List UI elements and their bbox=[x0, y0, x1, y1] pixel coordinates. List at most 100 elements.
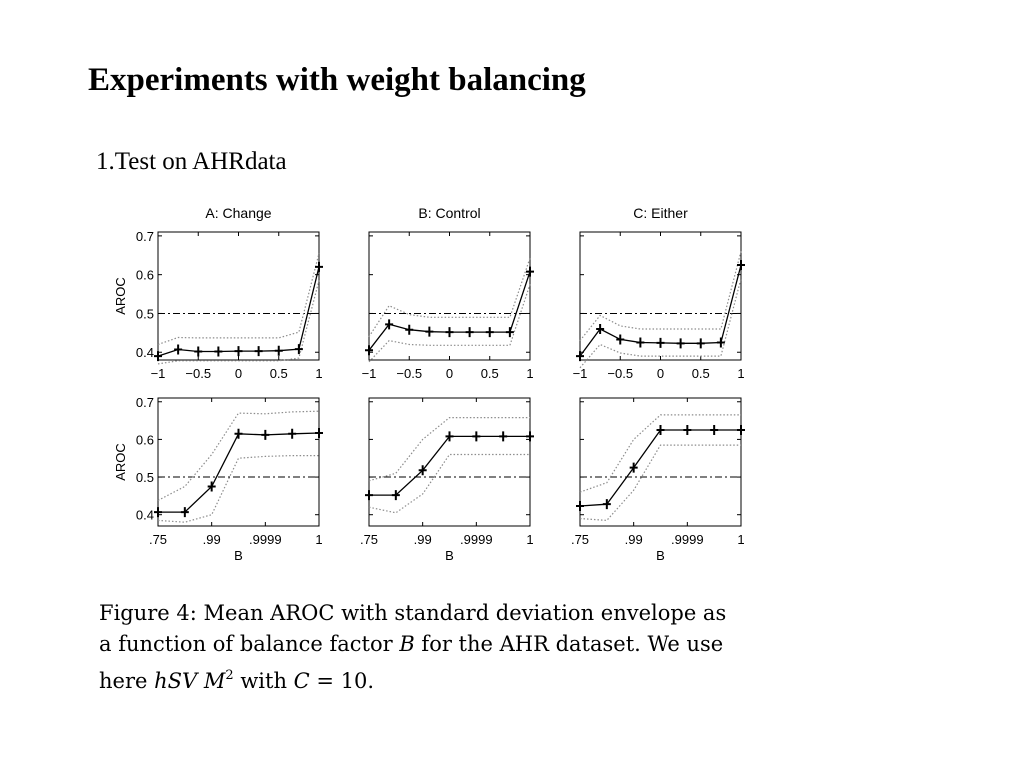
x-tick-label: 0 bbox=[657, 366, 664, 381]
caption-var-c: C bbox=[293, 669, 310, 693]
envelope-upper bbox=[368, 257, 531, 338]
x-tick-label: −0.5 bbox=[607, 366, 633, 381]
envelope-upper bbox=[157, 410, 320, 501]
x-tick-label: 1 bbox=[737, 532, 744, 547]
slide-subtitle: 1.Test on AHRdata bbox=[96, 148, 287, 175]
data-point bbox=[656, 425, 665, 435]
mean-line bbox=[157, 266, 320, 357]
x-tick-label: 1 bbox=[526, 532, 533, 547]
y-tick-label: 0.5 bbox=[136, 470, 154, 485]
data-point bbox=[315, 428, 323, 439]
chart-panel-1: −1 −0.5 0 0.5 1 0.4 0.5 0.6 0.7 A: Change AROC bbox=[113, 205, 323, 381]
panel-title: B: Control bbox=[418, 205, 480, 221]
x-tick-label: −1 bbox=[151, 366, 166, 381]
chart-panel-5: .75 .99 .9999 1 B bbox=[360, 397, 534, 563]
envelope-lower bbox=[368, 284, 531, 363]
y-tick-label: 0.4 bbox=[136, 508, 154, 523]
panel-title: A: Change bbox=[205, 205, 271, 221]
data-point bbox=[207, 481, 216, 492]
data-point bbox=[737, 259, 745, 270]
data-point bbox=[716, 337, 725, 348]
data-point bbox=[234, 428, 243, 439]
x-tick-label: 0 bbox=[446, 366, 453, 381]
data-point bbox=[465, 327, 474, 338]
envelope-upper bbox=[157, 253, 320, 346]
x-tick-label: .9999 bbox=[671, 532, 704, 547]
chart-panel-2: −1 −0.5 0 0.5 1 B: Control bbox=[362, 205, 534, 381]
envelope-upper bbox=[579, 251, 742, 341]
x-tick-label: 0 bbox=[235, 366, 242, 381]
data-point bbox=[636, 337, 645, 348]
x-tick-label: 1 bbox=[315, 532, 322, 547]
x-axis-label: B bbox=[445, 548, 454, 563]
envelope-lower bbox=[157, 280, 320, 365]
x-tick-label: 1 bbox=[315, 366, 322, 381]
mean-line bbox=[369, 435, 530, 496]
data-point bbox=[234, 346, 243, 357]
x-tick-label: −0.5 bbox=[185, 366, 211, 381]
envelope-lower bbox=[579, 444, 741, 522]
aroc-figure: −1 −0.5 0 0.5 1 0.4 0.5 0.6 0.7 A: Change AROC −1 −0… bbox=[113, 205, 745, 563]
x-tick-label: −1 bbox=[362, 366, 377, 381]
caption-sup: 2 bbox=[225, 668, 234, 683]
plot-frame bbox=[368, 231, 531, 361]
data-point bbox=[596, 323, 605, 334]
x-tick-label: .99 bbox=[625, 532, 643, 547]
chart-panel-4: .75 .99 .9999 1 0.4 0.5 0.6 0.7 B AROC bbox=[113, 395, 323, 563]
data-point bbox=[683, 425, 692, 435]
data-point bbox=[576, 351, 584, 362]
y-tick-label: 0.4 bbox=[136, 345, 154, 360]
envelope-lower bbox=[368, 453, 530, 514]
data-point bbox=[261, 429, 270, 440]
data-point bbox=[194, 346, 203, 357]
data-point bbox=[365, 490, 373, 501]
caption-line-1: Figure 4: Mean AROC with standard deviat… bbox=[99, 601, 727, 625]
x-tick-label: 0.5 bbox=[481, 366, 499, 381]
plot-frame bbox=[157, 231, 320, 361]
data-point bbox=[629, 462, 638, 473]
data-point bbox=[696, 338, 705, 349]
data-point bbox=[737, 425, 745, 435]
mean-line bbox=[579, 429, 741, 507]
y-axis-label: AROC bbox=[113, 443, 128, 481]
x-tick-label: .9999 bbox=[460, 532, 493, 547]
y-tick-label: 0.7 bbox=[136, 229, 154, 244]
x-tick-label: 0.5 bbox=[692, 366, 710, 381]
data-point bbox=[315, 261, 323, 272]
caption-line-2: a function of balance factor B for the A… bbox=[99, 632, 724, 656]
plot-frame bbox=[157, 397, 320, 527]
data-point bbox=[174, 344, 183, 355]
data-point bbox=[180, 507, 189, 518]
data-point bbox=[710, 425, 719, 435]
data-point bbox=[274, 345, 283, 356]
mean-line bbox=[368, 271, 531, 351]
x-tick-label: .9999 bbox=[249, 532, 282, 547]
x-tick-label: .99 bbox=[414, 532, 432, 547]
caption-var-hsvm: hSV M bbox=[154, 669, 226, 693]
mean-line bbox=[158, 432, 320, 513]
y-tick-label: 0.6 bbox=[136, 432, 154, 447]
envelope-upper bbox=[368, 417, 530, 482]
chart-panel-3: −1 −0.5 0 0.5 1 C: Either bbox=[573, 205, 745, 381]
x-tick-label: −1 bbox=[573, 366, 588, 381]
data-point bbox=[499, 431, 508, 442]
data-point bbox=[526, 431, 534, 442]
data-point bbox=[288, 428, 297, 439]
y-tick-label: 0.7 bbox=[136, 395, 154, 410]
caption-var-b: B bbox=[399, 632, 415, 656]
data-point bbox=[365, 345, 373, 356]
data-point bbox=[385, 319, 394, 330]
chart-panel-6: .75 .99 .9999 1 B bbox=[571, 397, 745, 563]
x-tick-label: .99 bbox=[203, 532, 221, 547]
data-point bbox=[656, 337, 665, 348]
data-point bbox=[676, 338, 685, 349]
data-point bbox=[602, 499, 611, 510]
data-point bbox=[425, 326, 434, 337]
x-tick-label: .75 bbox=[149, 532, 167, 547]
data-point bbox=[445, 431, 454, 442]
data-point bbox=[214, 346, 223, 357]
data-point bbox=[154, 351, 162, 362]
slide-title: Experiments with weight balancing bbox=[88, 62, 586, 98]
x-tick-label: .75 bbox=[360, 532, 378, 547]
y-axis-label: AROC bbox=[113, 277, 128, 315]
